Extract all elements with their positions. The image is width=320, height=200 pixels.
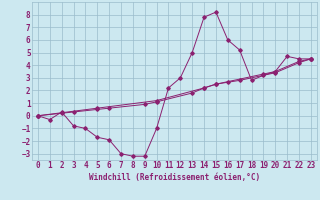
X-axis label: Windchill (Refroidissement éolien,°C): Windchill (Refroidissement éolien,°C) [89,173,260,182]
